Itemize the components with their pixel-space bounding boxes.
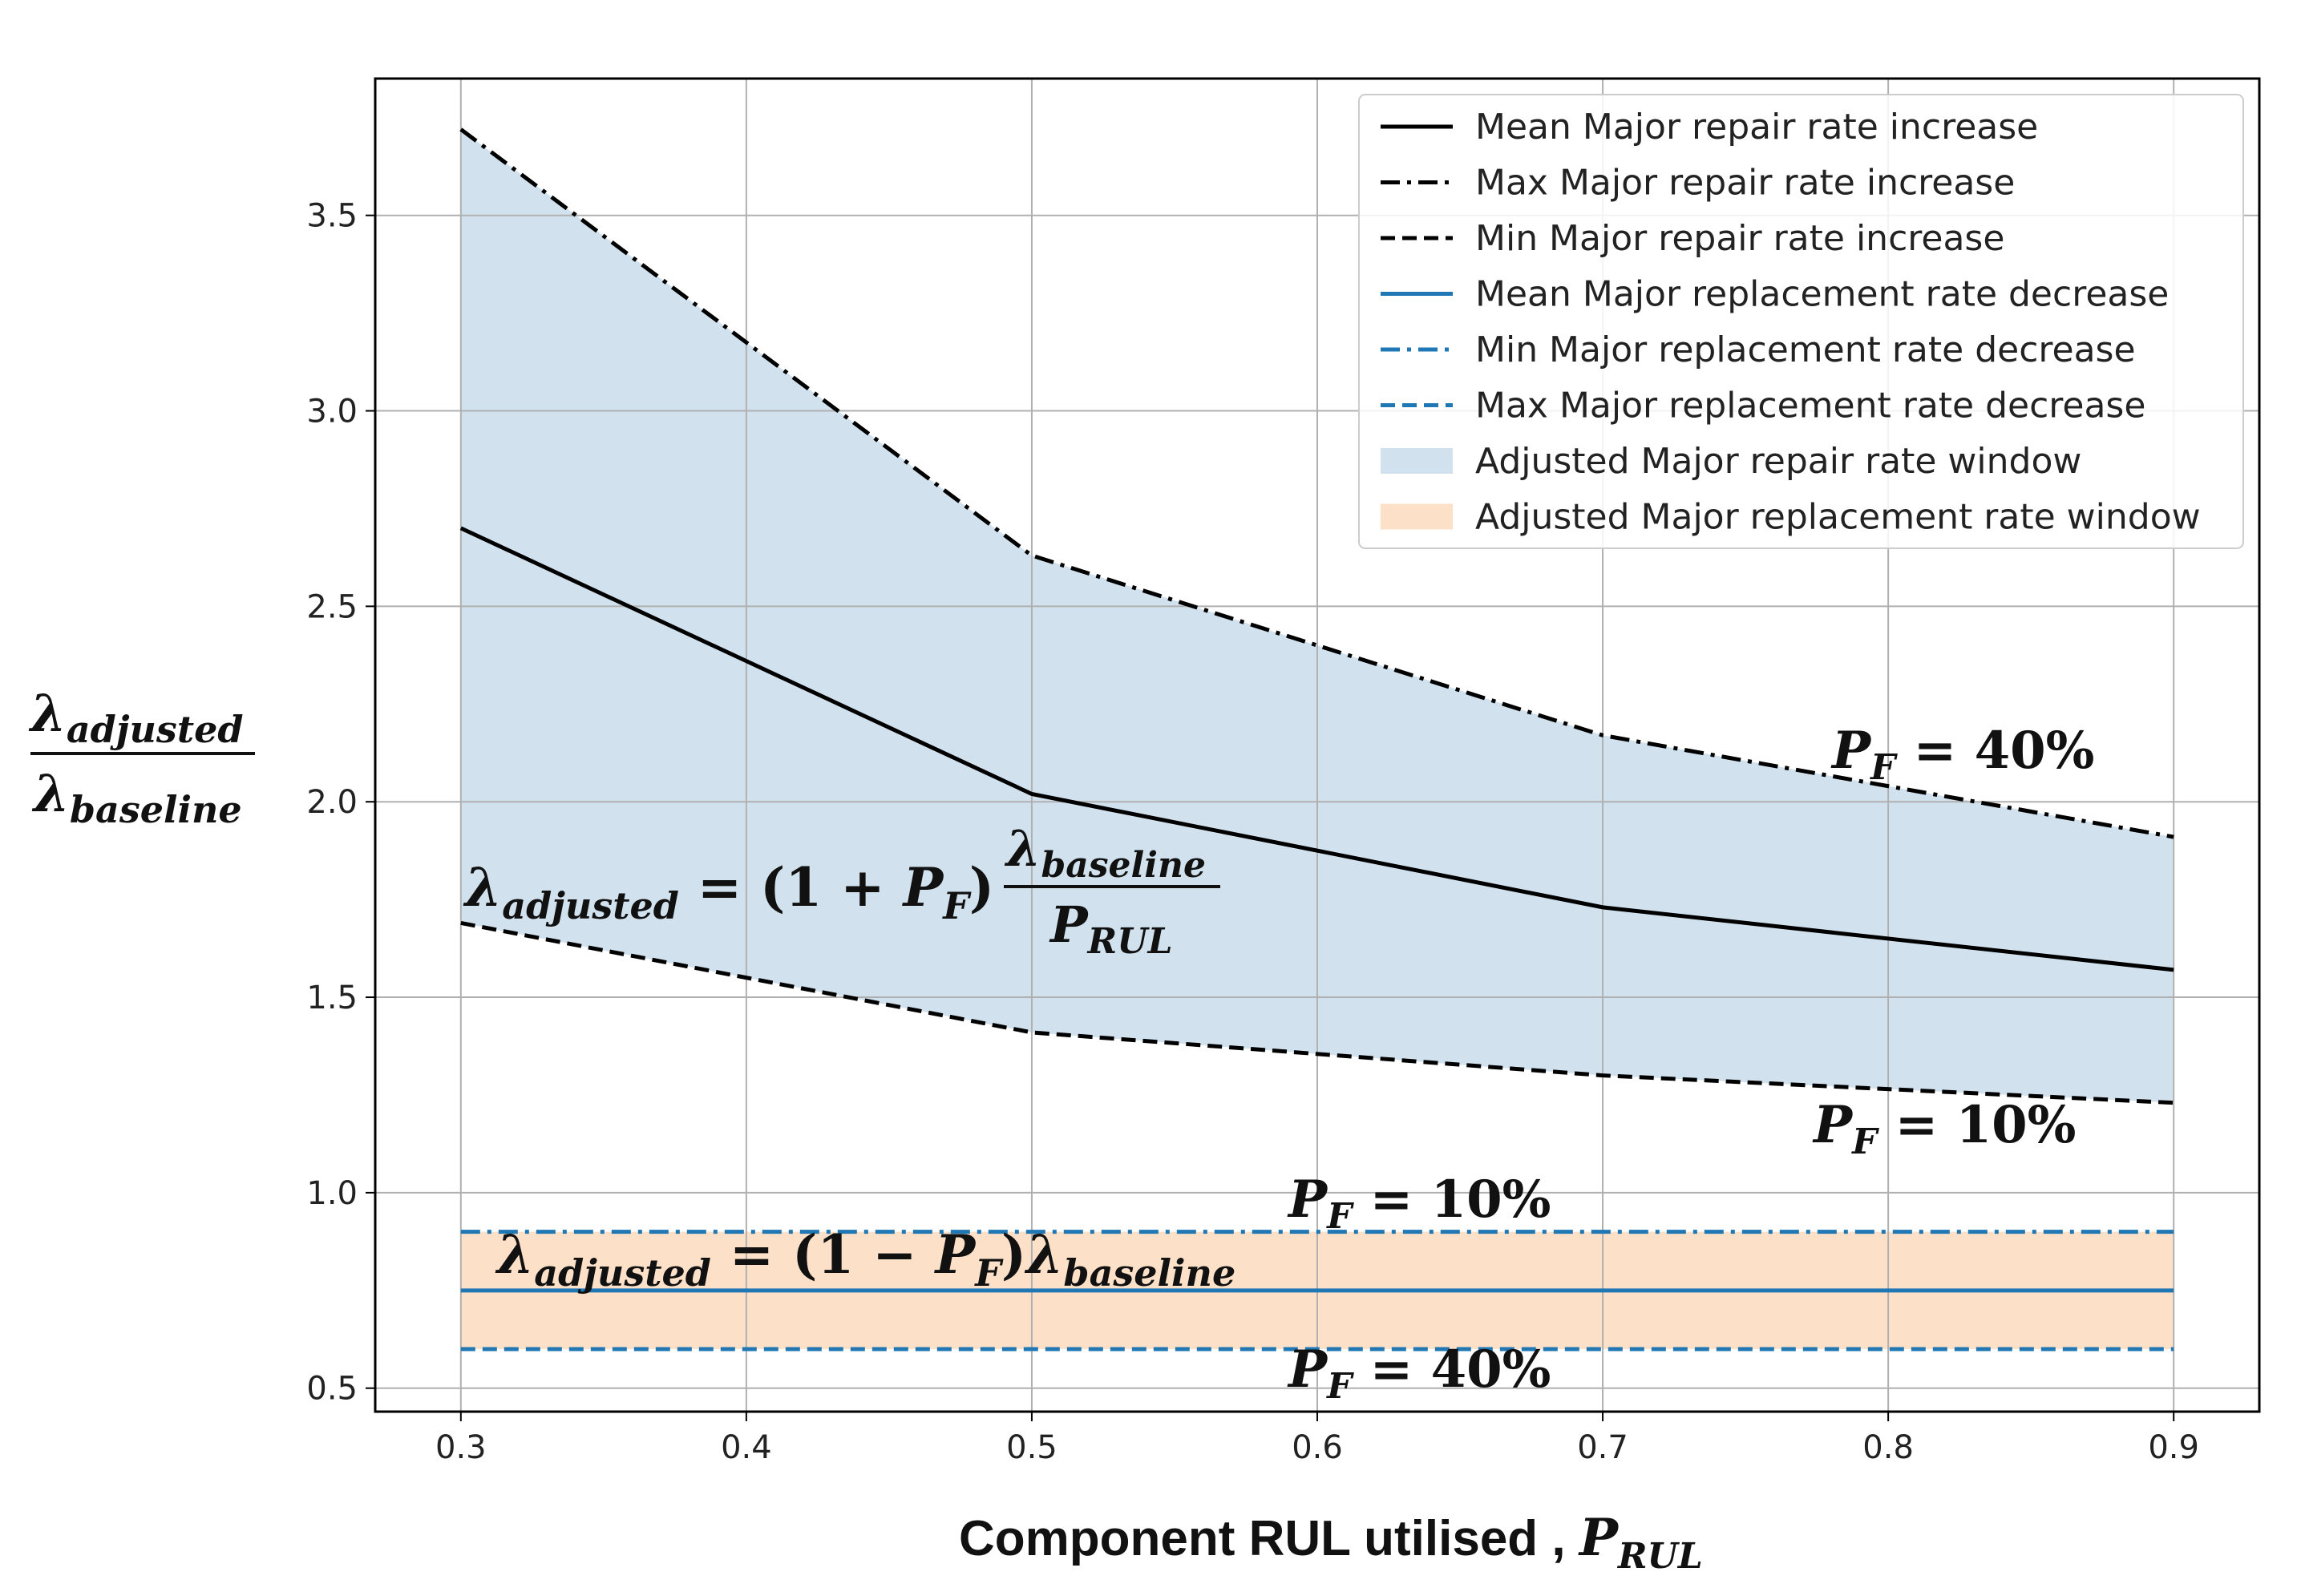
annotations: PF = 40% PF = 10% PF = 10% PF = 40% λadj…	[463, 721, 2094, 1407]
y-tick-label-4: 2.5	[306, 588, 358, 625]
legend: Mean Major repair rate increase Max Major…	[1358, 94, 2244, 549]
equation-repair-denominator: PRUL	[1049, 895, 1173, 962]
legend-label-1: Max Major repair rate increase	[1475, 163, 2015, 204]
annotation-repair-pf-10: PF = 10%	[1812, 1095, 2076, 1162]
legend-label-7: Adjusted Major replacement rate window	[1475, 497, 2201, 538]
x-axis-label: Component RUL utilised , PRUL	[959, 1508, 1703, 1577]
y-tick-label-3: 2.0	[306, 784, 358, 821]
x-tick-label-5: 0.8	[1862, 1429, 1914, 1466]
y-tick-label-0: 0.5	[306, 1371, 358, 1408]
equation-repair-lhs: λadjusted = (1 + PF)	[463, 856, 994, 927]
legend-label-2: Min Major repair rate increase	[1475, 218, 2004, 259]
legend-label-6: Adjusted Major repair rate window	[1475, 441, 2081, 482]
x-tick-label-1: 0.4	[721, 1429, 772, 1466]
y-tick-label-1: 1.0	[306, 1175, 358, 1212]
legend-label-4: Min Major replacement rate decrease	[1475, 329, 2136, 370]
legend-label-0: Mean Major repair rate increase	[1475, 107, 2038, 147]
equation-replace: λadjusted = (1 − PF)λbaseline	[495, 1223, 1235, 1295]
fill-area-0	[460, 129, 2174, 1103]
x-tick-label-6: 0.9	[2148, 1429, 2199, 1466]
y-tick-label-5: 3.0	[306, 394, 358, 430]
x-tick-label-2: 0.5	[1006, 1429, 1058, 1466]
series-lines	[459, 127, 2174, 1352]
series-line-2	[460, 920, 2174, 1105]
legend-label-5: Max Major replacement rate decrease	[1475, 386, 2145, 426]
x-tick-label-0: 0.3	[435, 1429, 487, 1466]
legend-handle-6	[1381, 448, 1453, 474]
series-line-1	[459, 127, 2174, 839]
y-tick-label-6: 3.5	[306, 198, 358, 235]
annotation-repair-pf-40: PF = 40%	[1830, 721, 2094, 788]
legend-box	[1358, 94, 2244, 549]
legend-handle-7	[1381, 503, 1453, 530]
y-axis-label: λadjusted λbaseline	[28, 684, 255, 831]
x-tick-label-4: 0.7	[1577, 1429, 1628, 1466]
legend-items: Mean Major repair rate increase Max Major…	[1381, 107, 2201, 538]
legend-label-3: Mean Major replacement rate decrease	[1475, 274, 2169, 315]
y-axis-label-denominator: λbaseline	[31, 764, 242, 831]
y-tick-label-2: 1.5	[306, 980, 358, 1016]
x-tick-label-3: 0.6	[1292, 1429, 1343, 1466]
equation-repair-numerator: λbaseline	[1004, 819, 1206, 886]
y-ticks: 0.5 1.0 1.5 2.0 2.5 3.0 3.5	[306, 198, 375, 1408]
y-axis-label-numerator: λadjusted	[28, 684, 244, 751]
series-line-0	[459, 526, 2174, 972]
equation-repair: λadjusted = (1 + PF) λbaseline PRUL	[463, 819, 1220, 962]
annotation-replace-pf-40: PF = 40%	[1287, 1339, 1551, 1407]
x-ticks: 0.3 0.4 0.5 0.6 0.7 0.8 0.9	[435, 1412, 2199, 1466]
annotation-replace-pf-10: PF = 10%	[1287, 1170, 1551, 1237]
